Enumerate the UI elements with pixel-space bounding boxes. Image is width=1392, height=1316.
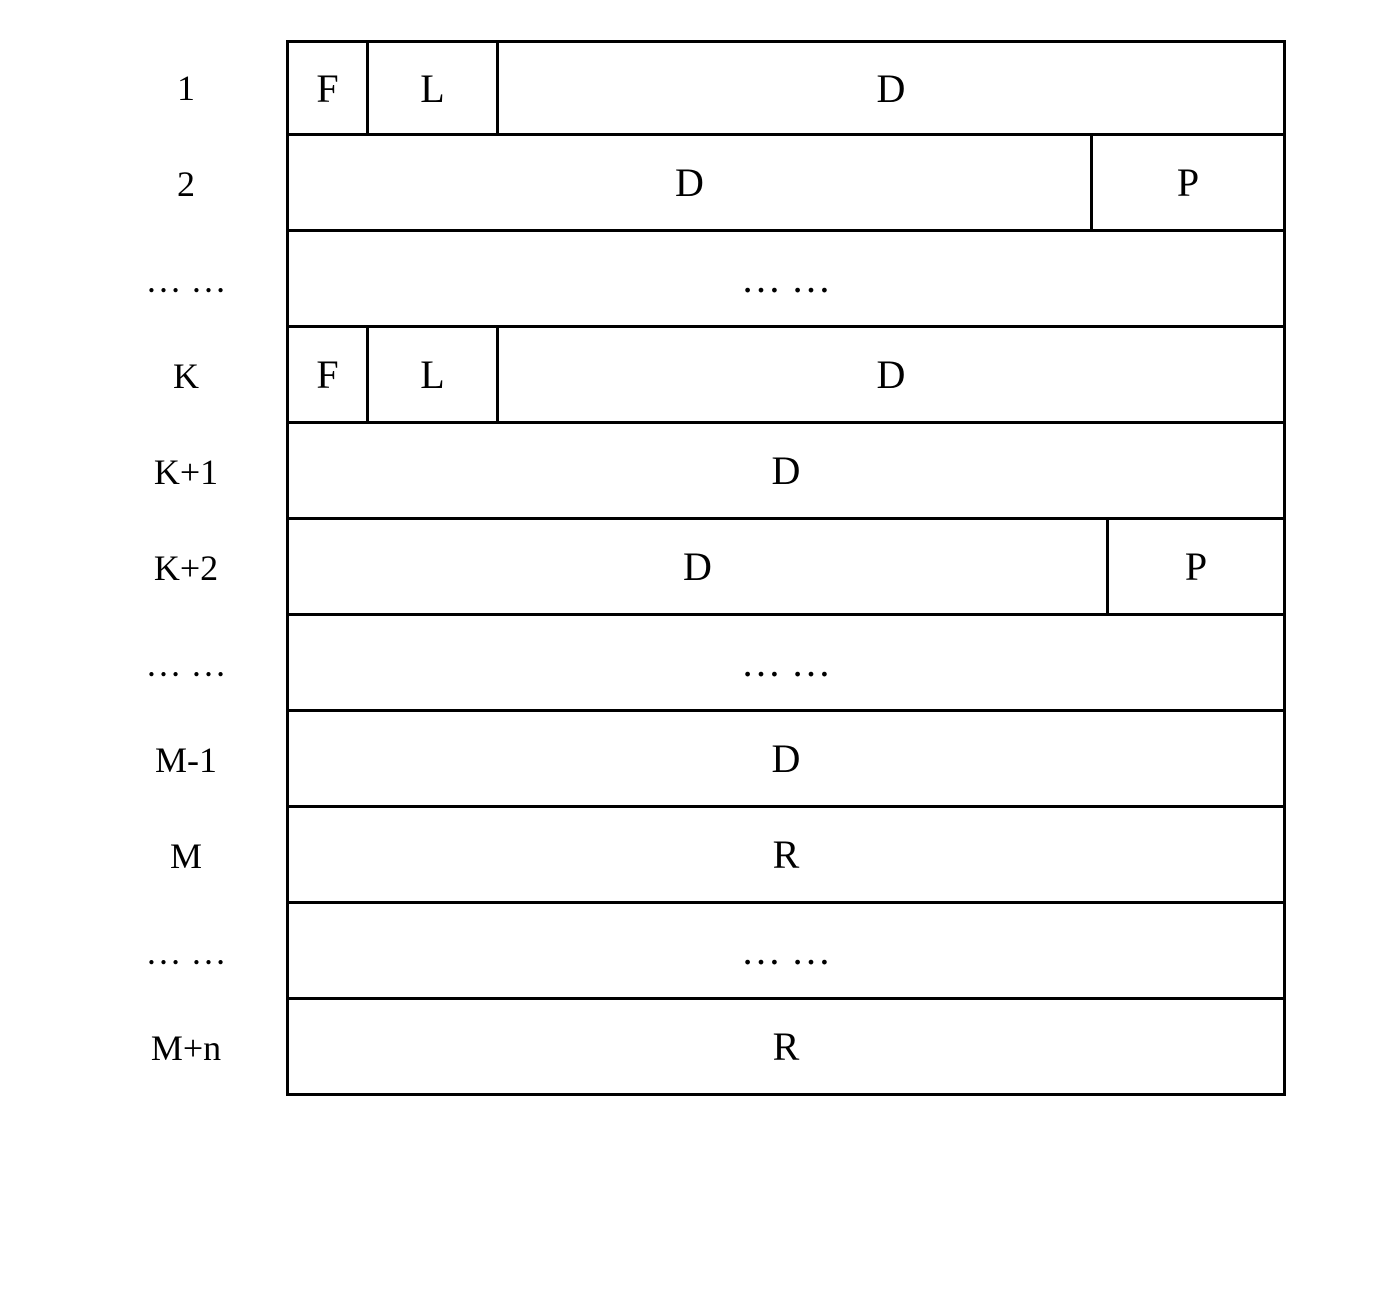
cell-d: D xyxy=(289,424,1283,517)
cell-l: L xyxy=(369,328,499,421)
table-row: K+1 D xyxy=(106,424,1286,520)
row-label: K+1 xyxy=(106,451,286,493)
cell-ellipsis: … … xyxy=(289,232,1283,325)
table-row: … … … … xyxy=(106,616,1286,712)
cell-p: P xyxy=(1093,136,1283,229)
table-row: … … … … xyxy=(106,232,1286,328)
cell-l: L xyxy=(369,43,499,133)
table-row: K+2 D P xyxy=(106,520,1286,616)
row-cells: F L D xyxy=(286,40,1286,136)
row-cells: … … xyxy=(286,904,1286,1000)
cell-f: F xyxy=(289,43,369,133)
row-cells: R xyxy=(286,808,1286,904)
cell-d: D xyxy=(499,43,1283,133)
row-label: … … xyxy=(106,931,286,973)
cell-d: D xyxy=(289,136,1093,229)
cell-d: D xyxy=(499,328,1283,421)
row-label: … … xyxy=(106,259,286,301)
row-cells: … … xyxy=(286,616,1286,712)
row-cells: D P xyxy=(286,136,1286,232)
cell-r: R xyxy=(289,808,1283,901)
row-label: 2 xyxy=(106,163,286,205)
cell-d: D xyxy=(289,520,1109,613)
row-label: M-1 xyxy=(106,739,286,781)
row-cells: R xyxy=(286,1000,1286,1096)
table-row: M R xyxy=(106,808,1286,904)
row-cells: D xyxy=(286,424,1286,520)
row-label: K xyxy=(106,355,286,397)
table-row: 2 D P xyxy=(106,136,1286,232)
row-label: 1 xyxy=(106,67,286,109)
cell-d: D xyxy=(289,712,1283,805)
cell-p: P xyxy=(1109,520,1283,613)
table-row: M-1 D xyxy=(106,712,1286,808)
cell-ellipsis: … … xyxy=(289,904,1283,997)
row-label: … … xyxy=(106,643,286,685)
row-cells: … … xyxy=(286,232,1286,328)
cell-ellipsis: … … xyxy=(289,616,1283,709)
row-label: M xyxy=(106,835,286,877)
table-row: … … … … xyxy=(106,904,1286,1000)
cell-f: F xyxy=(289,328,369,421)
frame-structure-diagram: 1 F L D 2 D P … … … … K F L D K+1 D xyxy=(106,40,1286,1096)
row-cells: D P xyxy=(286,520,1286,616)
table-row: 1 F L D xyxy=(106,40,1286,136)
cell-r: R xyxy=(289,1000,1283,1093)
table-row: K F L D xyxy=(106,328,1286,424)
row-label: K+2 xyxy=(106,547,286,589)
row-label: M+n xyxy=(106,1027,286,1069)
row-cells: D xyxy=(286,712,1286,808)
row-cells: F L D xyxy=(286,328,1286,424)
table-row: M+n R xyxy=(106,1000,1286,1096)
